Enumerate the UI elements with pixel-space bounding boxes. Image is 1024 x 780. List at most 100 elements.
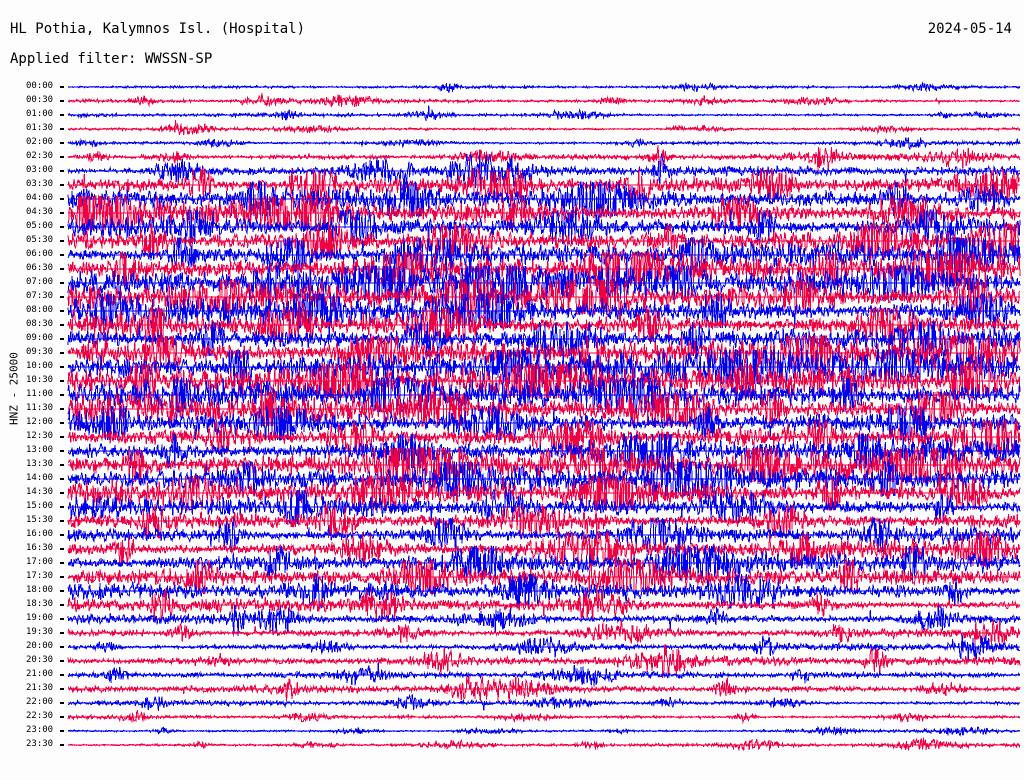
row-time-label: 08:30: [26, 319, 54, 329]
axis-tick: [60, 562, 64, 564]
axis-tick: [60, 282, 64, 284]
axis-tick: [60, 464, 64, 466]
axis-tick: [60, 618, 64, 620]
axis-tick: [60, 366, 64, 368]
row-time-label: 04:30: [26, 207, 54, 217]
row-time-label: 06:30: [26, 263, 54, 273]
page-title: HL Pothia, Kalymnos Isl. (Hospital): [10, 21, 306, 37]
axis-tick: [60, 142, 64, 144]
row-time-label: 23:00: [26, 725, 54, 735]
trace-row: 10:30: [0, 363, 1024, 400]
row-time-label: 01:00: [26, 109, 54, 119]
seismic-trace: [67, 405, 1021, 441]
row-time-label: 21:00: [26, 669, 54, 679]
row-time-label: 03:00: [26, 165, 54, 175]
trace-row: 22:00: [0, 693, 1024, 712]
row-time-label: 13:30: [26, 459, 54, 469]
axis-tick: [60, 310, 64, 312]
trace-row: 02:00: [0, 136, 1024, 150]
axis-tick: [60, 184, 64, 186]
row-time-label: 22:00: [26, 697, 54, 707]
axis-tick: [60, 730, 64, 732]
trace-row: 11:30: [0, 390, 1024, 428]
axis-tick: [60, 114, 64, 116]
axis-tick: [60, 100, 64, 102]
row-time-label: 00:30: [26, 95, 54, 105]
row-time-label: 12:00: [26, 417, 54, 427]
row-time-label: 13:00: [26, 445, 54, 455]
seismic-trace: [67, 321, 1021, 357]
seismic-trace: [67, 251, 1021, 288]
row-time-label: 19:00: [26, 613, 54, 623]
seismic-trace: [67, 292, 1021, 330]
row-time-label: 06:00: [26, 249, 54, 259]
trace-row: 09:00: [0, 321, 1024, 357]
seismic-trace: [67, 517, 1021, 553]
seismic-trace: [67, 223, 1020, 260]
axis-tick: [60, 324, 64, 326]
seismic-trace: [67, 167, 1021, 204]
row-time-label: 22:30: [26, 711, 54, 721]
seismic-trace: [67, 433, 1021, 470]
trace-row: 21:30: [0, 676, 1024, 702]
axis-tick: [60, 478, 64, 480]
row-time-label: 11:30: [26, 403, 54, 413]
seismic-trace: [68, 685, 1021, 721]
axis-tick: [60, 632, 64, 634]
trace-row: 14:00: [0, 461, 1024, 497]
trace-row: 23:30: [0, 737, 1024, 752]
trace-row: 18:00: [0, 573, 1024, 610]
axis-tick: [60, 534, 64, 536]
seismic-trace: [67, 643, 1021, 679]
row-time-label: 19:30: [26, 627, 54, 637]
trace-row: 07:30: [0, 278, 1024, 316]
axis-tick: [60, 86, 64, 88]
trace-row: 13:00: [0, 433, 1024, 470]
seismic-trace: [67, 377, 1021, 414]
row-time-label: 05:30: [26, 235, 54, 245]
trace-row: 22:30: [0, 708, 1024, 724]
helicorder-plot: 00:00 00:30 01:00 01:30 02:00 02:30 03:00 03:30…: [0, 80, 1024, 774]
trace-row: 12:00: [0, 405, 1024, 441]
axis-tick: [60, 450, 64, 452]
trace-row: 04:00: [0, 181, 1024, 217]
seismic-trace: [67, 601, 1021, 637]
seismic-trace: [67, 363, 1021, 400]
axis-tick: [60, 436, 64, 438]
row-time-label: 23:30: [26, 739, 54, 749]
trace-row: 20:00: [0, 633, 1024, 661]
seismic-trace: [67, 671, 1021, 707]
seismic-trace: [67, 713, 1021, 749]
row-time-label: 15:00: [26, 501, 54, 511]
row-time-label: 01:30: [26, 123, 54, 133]
row-time-label: 07:00: [26, 277, 54, 287]
row-time-label: 20:30: [26, 655, 54, 665]
axis-tick: [60, 128, 64, 130]
trace-row: 17:00: [0, 545, 1024, 582]
trace-row: 01:00: [0, 105, 1024, 122]
seismic-trace: [67, 390, 1021, 428]
seismic-trace: [67, 531, 1021, 568]
trace-row: 20:30: [0, 644, 1024, 679]
seismic-trace: [67, 727, 1021, 763]
trace-row: 14:30: [0, 475, 1024, 511]
axis-tick: [60, 156, 64, 158]
row-time-label: 10:30: [26, 375, 54, 385]
seismic-trace: [67, 446, 1021, 483]
row-time-label: 10:00: [26, 361, 54, 371]
seismic-trace: [67, 475, 1021, 511]
seismic-trace: [67, 699, 1021, 735]
row-time-label: 11:00: [26, 389, 54, 399]
trace-row: 09:30: [0, 334, 1024, 371]
seismic-trace: [67, 545, 1021, 582]
seismic-trace: [67, 111, 1021, 147]
row-time-label: 08:00: [26, 305, 54, 315]
axis-tick: [60, 254, 64, 256]
axis-tick: [60, 268, 64, 270]
seismic-trace: [67, 657, 1021, 693]
axis-tick: [60, 226, 64, 228]
trace-row: 01:30: [0, 120, 1024, 136]
row-time-label: 18:30: [26, 599, 54, 609]
seismic-trace: [67, 615, 1021, 651]
row-time-label: 00:00: [26, 81, 54, 91]
